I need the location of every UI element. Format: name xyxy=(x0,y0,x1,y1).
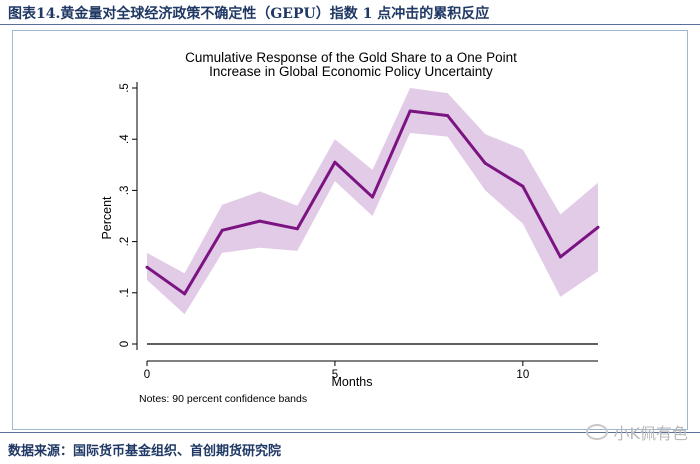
data-point xyxy=(145,265,149,269)
confidence-band xyxy=(147,88,598,315)
y-tick-label: .1 xyxy=(119,288,131,298)
series-layer xyxy=(145,109,600,296)
y-tick-label: .4 xyxy=(119,134,131,144)
data-point xyxy=(446,114,450,118)
source-rule xyxy=(0,432,700,433)
data-point xyxy=(220,228,224,232)
wechat-icon xyxy=(585,424,608,440)
caption-rule xyxy=(0,24,700,25)
chart-note: Notes: 90 percent confidence bands xyxy=(139,393,307,405)
data-point xyxy=(333,160,337,164)
data-point xyxy=(596,225,600,229)
data-point xyxy=(558,255,562,259)
data-point xyxy=(258,219,262,223)
y-tick-label: 0 xyxy=(119,341,131,347)
confidence-band-layer xyxy=(147,88,598,315)
chart-title: Cumulative Response of the Gold Share to… xyxy=(185,50,517,65)
data-point xyxy=(371,195,374,199)
figure-caption: 图表14.黄金量对全球经济政策不确定性（GEPU）指数 1 点冲击的累积反应 xyxy=(8,6,490,22)
data-point xyxy=(295,227,299,231)
data-point xyxy=(183,292,187,296)
chart-subtitle: Increase in Global Economic Policy Uncer… xyxy=(209,64,493,79)
x-axis-label: Months xyxy=(332,375,373,389)
source-note: 数据来源：国际货币基金组织、首创期货研究院 xyxy=(8,444,282,459)
data-point xyxy=(483,161,487,165)
chart-frame: Cumulative Response of the Gold Share to… xyxy=(12,30,688,430)
axes-layer: 0 .1 .2 .3 .4 .5 0 5 10 xyxy=(119,82,598,381)
y-tick-label: .5 xyxy=(119,83,131,93)
x-tick-label: 5 xyxy=(332,369,338,381)
y-tick-label: .3 xyxy=(119,186,131,196)
data-point xyxy=(521,184,525,188)
watermark: 小K佩有色 xyxy=(585,420,689,444)
y-axis-label: Percent xyxy=(100,196,114,240)
watermark-text: 小K佩有色 xyxy=(613,424,689,443)
x-tick-label: 0 xyxy=(144,369,150,381)
chart-svg: Cumulative Response of the Gold Share to… xyxy=(100,50,600,405)
y-tick-label: .2 xyxy=(119,237,131,247)
data-point xyxy=(408,109,412,113)
x-tick-label: 10 xyxy=(516,369,529,381)
